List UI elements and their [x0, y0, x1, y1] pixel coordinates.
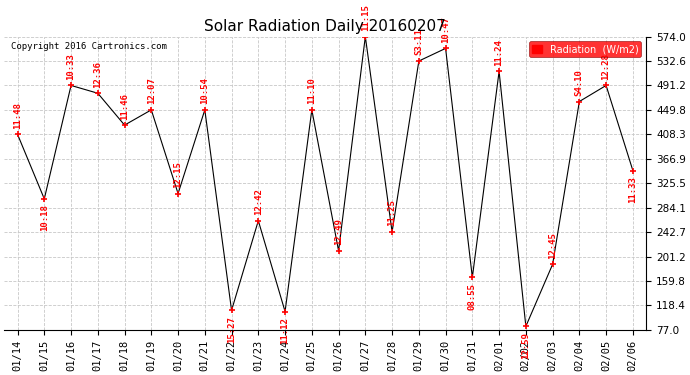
Text: 08:55: 08:55: [468, 283, 477, 310]
Text: Copyright 2016 Cartronics.com: Copyright 2016 Cartronics.com: [10, 42, 166, 51]
Text: 11:25: 11:25: [388, 200, 397, 226]
Text: 10:18: 10:18: [40, 204, 49, 231]
Text: 12:49: 12:49: [334, 218, 343, 245]
Text: S4:10: S4:10: [575, 69, 584, 96]
Text: 10:54: 10:54: [200, 78, 209, 104]
Text: 12:28: 12:28: [602, 53, 611, 80]
Text: 10:47: 10:47: [441, 16, 450, 43]
Text: 10:33: 10:33: [66, 53, 75, 80]
Text: 12:59: 12:59: [522, 332, 531, 359]
Text: 11:46: 11:46: [120, 93, 129, 120]
Text: 11:24: 11:24: [495, 39, 504, 66]
Text: 11:12: 11:12: [281, 317, 290, 344]
Text: 11:48: 11:48: [13, 102, 22, 129]
Text: 12:42: 12:42: [254, 188, 263, 215]
Text: 12:36: 12:36: [93, 61, 102, 88]
Text: 12:15: 12:15: [174, 161, 183, 188]
Text: 11:15: 11:15: [361, 4, 370, 31]
Text: S3:11: S3:11: [414, 28, 424, 56]
Text: 12:45: 12:45: [548, 232, 557, 259]
Text: 11:10: 11:10: [307, 78, 316, 104]
Text: 15:27: 15:27: [227, 316, 236, 343]
Title: Solar Radiation Daily 20160207: Solar Radiation Daily 20160207: [204, 19, 446, 34]
Legend: Radiation  (W/m2): Radiation (W/m2): [529, 42, 642, 57]
Text: 12:07: 12:07: [147, 78, 156, 104]
Text: 11:33: 11:33: [629, 176, 638, 203]
